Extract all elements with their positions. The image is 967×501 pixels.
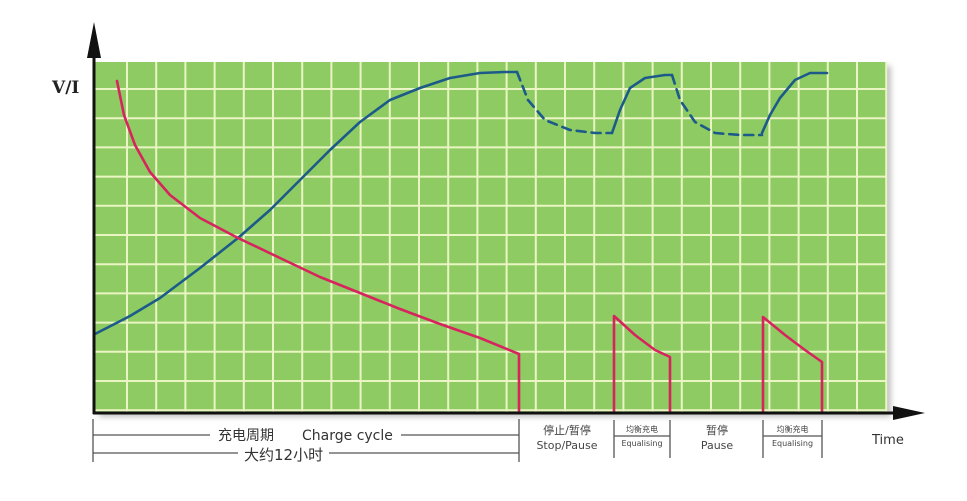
stop-pause-label: 停止/暂停 Stop/Pause — [522, 423, 612, 453]
equalising-en-1: Equalising — [621, 439, 663, 448]
y-axis-label: V/I — [52, 78, 80, 98]
charge-cycle-en: Charge cycle — [302, 428, 393, 444]
voltage-line — [610, 73, 674, 135]
stop-pause-cn: 停止/暂停 — [543, 424, 591, 437]
duration-label: 大约12小时 — [238, 444, 330, 465]
equalising-label-1: 均衡充电 Equalising — [614, 424, 670, 449]
x-axis-label: Time — [872, 433, 904, 448]
data-series — [93, 70, 829, 415]
equalising-cn-1: 均衡充电 — [626, 425, 658, 434]
current-line — [115, 79, 521, 415]
voltage-line — [760, 71, 829, 135]
equalising-cn-2: 均衡充电 — [776, 425, 809, 434]
voltage-line — [670, 73, 764, 137]
equalising-label-2: 均衡充电 Equalising — [763, 424, 822, 449]
current-line — [612, 314, 672, 415]
x-axis-arrow-icon — [893, 406, 925, 420]
plot-background — [95, 62, 887, 413]
voltage-line — [93, 70, 519, 336]
pause-en: Pause — [700, 439, 734, 452]
pause-cn: 暂停 — [706, 424, 728, 437]
charge-cycle-cn: 充电周期 — [218, 428, 274, 444]
voltage-line — [515, 70, 614, 135]
equalising-en-2: Equalising — [771, 439, 814, 448]
charge-cycle-label: 充电周期 Charge cycle — [210, 425, 401, 445]
current-line — [761, 315, 824, 415]
y-axis-arrow-icon — [87, 22, 101, 58]
stop-pause-en: Stop/Pause — [536, 439, 598, 452]
pause-label: 暂停 Pause — [672, 423, 762, 453]
